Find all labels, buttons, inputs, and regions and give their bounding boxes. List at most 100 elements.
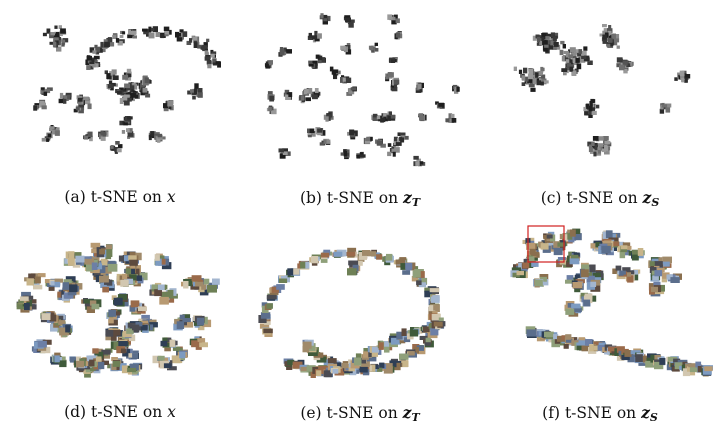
thumbnail <box>597 150 601 154</box>
thumbnail <box>674 362 684 370</box>
thumbnail <box>340 152 347 156</box>
thumbnail <box>604 140 611 145</box>
thumbnail <box>349 263 356 270</box>
thumbnail <box>419 115 425 121</box>
thumbnail <box>160 34 165 39</box>
thumbnail <box>89 58 95 64</box>
thumbnail <box>704 366 713 372</box>
caption-b-sub: T <box>411 196 421 209</box>
thumbnail <box>287 359 295 366</box>
thumbnail <box>271 286 279 293</box>
thumbnail <box>111 295 117 300</box>
thumbnail <box>203 42 208 48</box>
thumbnail <box>111 69 117 75</box>
thumbnail <box>566 275 574 281</box>
thumbnail <box>111 357 118 362</box>
thumbnail <box>107 263 118 272</box>
thumbnail <box>659 108 665 114</box>
thumbnail <box>587 141 593 147</box>
thumbnail <box>68 258 75 266</box>
thumbnail <box>659 358 666 365</box>
thumbnail <box>259 323 270 329</box>
thumbnail <box>534 279 543 287</box>
thumbnail <box>665 107 671 113</box>
thumbnail <box>163 363 172 369</box>
thumbnail <box>111 330 121 336</box>
thumbnail <box>384 346 390 353</box>
thumbnail <box>355 353 362 358</box>
thumbnail <box>323 18 328 22</box>
thumbnail <box>680 75 685 79</box>
thumbnail <box>571 303 581 309</box>
thumbnail <box>684 77 688 83</box>
thumbnail <box>65 325 71 333</box>
thumbnail <box>148 26 152 32</box>
thumbnail <box>566 260 573 267</box>
thumbnail <box>544 44 549 48</box>
thumbnail <box>122 91 129 96</box>
thumbnail <box>164 337 172 343</box>
thumbnail <box>292 361 303 369</box>
thumbnail <box>391 16 396 21</box>
thumbnail <box>542 45 548 51</box>
thumbnail <box>159 296 169 305</box>
thumbnail <box>161 262 172 270</box>
thumbnail <box>606 146 611 151</box>
thumbnail <box>531 261 539 267</box>
thumbnail <box>119 98 124 104</box>
thumbnail <box>371 349 378 357</box>
thumbnail <box>399 337 406 344</box>
panel-c-tsne-zs-mnist <box>480 5 720 170</box>
thumbnail <box>584 109 589 116</box>
thumbnail <box>349 368 357 376</box>
thumbnail <box>651 258 659 264</box>
thumbnail <box>195 341 202 350</box>
thumbnail <box>143 90 149 96</box>
caption-a-text: t-SNE on <box>90 188 162 206</box>
thumbnail <box>578 340 586 346</box>
thumbnail <box>372 113 378 118</box>
thumbnail <box>145 93 151 98</box>
thumbnail <box>109 42 115 47</box>
thumbnail <box>119 90 126 95</box>
thumbnail <box>126 128 130 132</box>
thumbnail <box>562 44 566 49</box>
thumbnail <box>650 286 658 293</box>
caption-a-var: x <box>166 188 176 206</box>
thumbnail <box>44 279 53 284</box>
thumbnail <box>412 270 421 278</box>
panel-f-tsne-zs-color <box>480 220 720 385</box>
thumbnail <box>279 47 283 52</box>
thumbnail <box>75 255 85 263</box>
caption-c-var: z <box>642 188 652 207</box>
thumbnail <box>34 276 41 284</box>
thumbnail <box>50 324 58 332</box>
thumbnail <box>565 279 575 284</box>
thumbnail <box>368 364 376 372</box>
thumbnail <box>33 284 43 290</box>
thumbnail <box>102 133 107 137</box>
thumbnail <box>581 344 591 352</box>
thumbnail <box>438 317 444 323</box>
thumbnail <box>179 351 186 359</box>
thumbnail <box>573 233 582 241</box>
thumbnail <box>666 274 673 280</box>
caption-b-text: t-SNE on <box>326 189 399 207</box>
thumbnail <box>52 41 57 47</box>
thumbnail <box>129 305 136 312</box>
thumbnail <box>412 344 420 350</box>
thumbnail <box>395 32 401 38</box>
thumbnail <box>107 37 112 43</box>
thumbnail <box>454 88 459 94</box>
thumbnail <box>590 284 601 292</box>
thumbnail <box>615 265 622 271</box>
thumbnail <box>590 148 596 154</box>
thumbnail <box>48 283 55 291</box>
thumbnail <box>105 333 114 341</box>
thumbnail <box>75 106 80 111</box>
thumbnail <box>28 273 36 280</box>
thumbnail <box>685 74 691 79</box>
thumbnail <box>302 341 312 349</box>
thumbnail <box>186 40 192 45</box>
thumbnail <box>278 148 284 153</box>
